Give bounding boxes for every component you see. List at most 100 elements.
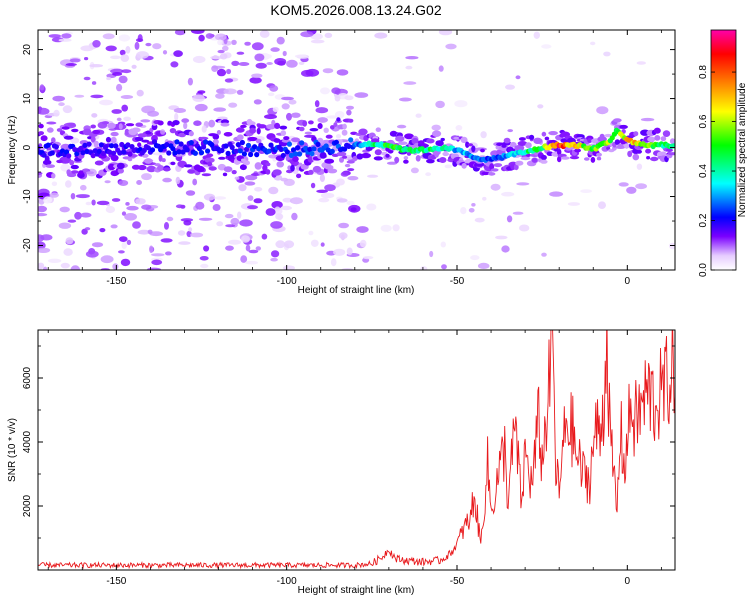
spectrogram-noise-cell [635, 183, 647, 190]
spectrogram-noise-cell [338, 222, 349, 229]
spectrogram-noise-cell [96, 200, 110, 206]
spectrogram-halo-cell [272, 169, 282, 176]
spectrogram-noise-cell [185, 190, 196, 196]
spectrogram-noise-cell [254, 187, 263, 192]
spectrogram-signal-cell [241, 151, 247, 157]
spectrogram-noise-cell [440, 241, 446, 248]
spectrogram-noise-cell [480, 131, 487, 139]
y-tick-label: 10 [22, 93, 33, 105]
spectrogram-noise-cell [333, 248, 346, 256]
spectrogram-halo-cell [141, 139, 150, 143]
colorbar-label: Normalized spectral amplitude [737, 82, 748, 217]
spectrogram-noise-cell [126, 205, 139, 211]
spectrogram-halo-cell [348, 118, 354, 123]
spectrogram-noise-cell [291, 112, 301, 118]
spectrogram-halo-cell [236, 134, 244, 141]
spectrogram-signal-cell [149, 147, 156, 153]
spectrogram-noise-cell [618, 182, 629, 187]
colorbar: 0.0 0.2 0.4 0.6 0.8 Normalized spectral ampl… [698, 29, 748, 277]
spectrogram-signal-cell [278, 146, 284, 152]
spectrogram-halo-cell [38, 131, 44, 136]
spectrogram-noise-cell [512, 211, 524, 215]
spectrogram-signal-cell [611, 131, 618, 137]
spectrogram-noise-cell [265, 54, 272, 59]
spectrogram-noise-cell [228, 102, 238, 108]
spectrogram-halo-cell [223, 166, 233, 173]
colorbar-scale [710, 29, 737, 271]
spectrogram-noise-cell [191, 30, 205, 34]
spectrogram-halo-cell [560, 156, 570, 160]
spectrogram-halo-cell [94, 141, 99, 149]
spectrogram-noise-cell [228, 239, 242, 245]
spectrogram-halo-cell [415, 155, 421, 162]
spectrogram-halo-cell [198, 136, 209, 140]
spectrogram-halo-cell [223, 132, 233, 137]
spectrogram-noise-cell [65, 63, 77, 66]
spectrogram-noise-cell [470, 255, 480, 261]
spectrogram-noise-cell [271, 201, 283, 209]
spectrogram-halo-cell [235, 127, 245, 133]
spectrogram-signal-cell [90, 153, 96, 159]
spectrogram-halo-cell [273, 138, 281, 143]
spectrogram-halo-cell [324, 158, 335, 164]
spectrogram-noise-cell [201, 173, 212, 177]
spectrogram-signal-cell [315, 141, 321, 147]
spectrogram-halo-cell [204, 157, 215, 163]
spectrogram-noise-cell [320, 242, 325, 247]
spectrogram-signal-cell [311, 146, 317, 152]
spectrogram-noise-cell [62, 105, 73, 114]
spectrogram-signal-cell [233, 148, 239, 154]
spectrogram-noise-cell [231, 39, 237, 46]
spectrogram-noise-cell [136, 89, 144, 97]
spectrogram-halo-cell [92, 129, 101, 135]
spectrogram-noise-cell [145, 42, 152, 47]
spectrogram-noise-cell [121, 211, 127, 216]
spectrogram-halo-cell [266, 124, 276, 130]
spectrogram-halo-cell [256, 127, 261, 135]
spectrogram-noise-cell [289, 197, 303, 205]
spectrogram-halo-cell [240, 124, 247, 128]
spectrogram-noise-cell [215, 93, 225, 99]
spectrogram-noise-cell [173, 50, 183, 57]
spectrogram-noise-cell [126, 239, 132, 245]
x-tick-label: -150 [106, 576, 126, 587]
spectrogram-halo-cell [169, 128, 177, 134]
spectrogram-noise-cell [104, 180, 111, 184]
spectrogram-signal-cell [280, 152, 286, 159]
spectrogram-signal-cell [243, 146, 250, 152]
spectrogram-halo-cell [247, 136, 258, 142]
spectrogram-noise-cell [166, 216, 174, 222]
spectrogram-signal-cell [86, 141, 92, 147]
spectrogram-halo-cell [613, 118, 622, 123]
spectrogram-halo-cell [78, 170, 84, 175]
spectrogram-signal-cell [209, 142, 215, 148]
spectrogram-halo-cell [666, 148, 673, 152]
spectrogram-noise-cell [120, 258, 131, 267]
spectrogram-noise-cell [336, 69, 349, 76]
spectrogram-halo-cell [548, 131, 558, 136]
spectrogram-halo-cell [280, 130, 287, 137]
spectrogram-noise-cell [344, 95, 354, 101]
spectrogram-noise-cell [268, 154, 277, 159]
spectrogram-halo-cell [107, 163, 116, 171]
spectrogram-halo-cell [481, 171, 490, 176]
spectrogram-halo-cell [525, 142, 532, 149]
spectrogram-noise-cell [346, 105, 354, 110]
spectrogram-noise-cell [83, 76, 91, 81]
spectrogram-noise-cell [320, 87, 330, 95]
spectrogram-halo-cell [471, 145, 476, 153]
spectrogram-signal-cell [170, 146, 176, 152]
spectrogram-noise-cell [598, 201, 606, 209]
spectrogram-halo-cell [515, 160, 524, 166]
spectrogram-noise-cell [405, 65, 413, 70]
spectrogram-halo-cell [493, 163, 503, 168]
spectrogram-noise-cell [346, 200, 355, 206]
spectrogram-noise-cell [105, 205, 116, 214]
spectrogram-noise-cell [310, 39, 325, 44]
spectrogram-noise-cell [223, 88, 237, 95]
spectrogram-halo-cell [46, 127, 54, 133]
spectrogram-halo-cell [157, 120, 164, 126]
spectrogram-noise-cell [120, 95, 134, 99]
spectrogram-halo-cell [118, 123, 123, 130]
